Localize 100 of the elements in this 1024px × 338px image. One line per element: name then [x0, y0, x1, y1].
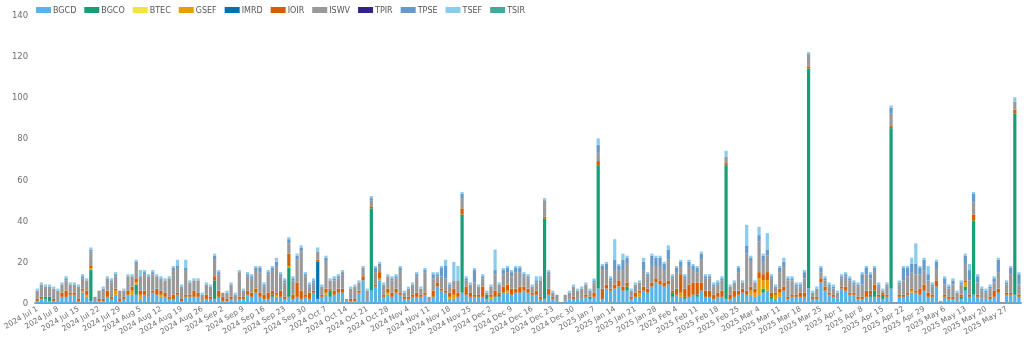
bar: [266, 298, 270, 303]
bar: [369, 200, 373, 207]
bar: [745, 294, 749, 303]
bar: [654, 255, 658, 258]
bar: [967, 280, 972, 295]
bar: [926, 265, 930, 275]
bar: [394, 292, 398, 303]
bar: [910, 263, 914, 273]
bar: [1013, 109, 1017, 114]
bar: [765, 272, 769, 281]
bar: [60, 282, 64, 285]
bar: [971, 294, 976, 303]
bar: [621, 286, 625, 291]
bar: [996, 272, 1000, 289]
bar: [270, 290, 274, 295]
bar: [996, 288, 1000, 293]
bar: [765, 280, 769, 291]
bar: [662, 286, 666, 303]
bar: [460, 191, 464, 194]
bar: [171, 270, 175, 295]
bar: [963, 263, 967, 281]
bar: [881, 298, 885, 303]
bar: [732, 290, 736, 297]
bar: [687, 296, 691, 303]
bar: [831, 296, 835, 303]
bar: [613, 284, 617, 289]
bar: [505, 284, 510, 291]
bar: [852, 292, 856, 295]
bar: [439, 268, 444, 277]
bar: [910, 292, 914, 303]
bar: [596, 165, 600, 289]
bar: [571, 286, 576, 297]
bar: [720, 290, 724, 297]
bar: [250, 292, 254, 297]
bar: [394, 288, 398, 293]
bar: [390, 280, 394, 293]
bar: [373, 284, 378, 287]
bar: [1013, 97, 1017, 102]
bar: [274, 257, 279, 262]
bar: [947, 298, 951, 303]
y-tick-label: 120: [11, 51, 29, 62]
bar: [130, 274, 134, 277]
bar: [328, 290, 332, 297]
bar: [76, 284, 81, 287]
bar: [159, 276, 163, 279]
bar: [571, 298, 576, 303]
bar: [274, 296, 279, 303]
bar: [443, 278, 448, 291]
bar: [146, 296, 151, 303]
bar: [419, 296, 423, 303]
bar: [377, 265, 382, 273]
bar: [538, 276, 543, 281]
bar: [353, 286, 357, 299]
bar: [514, 288, 518, 293]
bar: [64, 290, 68, 297]
bar: [996, 292, 1000, 303]
bar: [299, 298, 303, 303]
bar: [415, 276, 419, 293]
bar: [357, 280, 361, 283]
bar: [864, 268, 868, 275]
bar: [452, 280, 456, 289]
bar: [943, 284, 947, 295]
bar: [476, 296, 481, 303]
bar: [501, 270, 505, 275]
bar: [390, 292, 394, 297]
bar: [679, 292, 683, 297]
bar: [262, 294, 266, 299]
bar: [221, 296, 225, 301]
bar: [489, 298, 493, 303]
bar: [509, 276, 514, 289]
bar: [910, 272, 914, 289]
bar: [208, 298, 213, 303]
bar: [274, 265, 279, 293]
bar: [980, 298, 984, 303]
y-tick-label: 80: [17, 133, 29, 144]
bar: [943, 278, 947, 285]
bar: [674, 294, 679, 303]
bar: [914, 243, 918, 264]
bar: [287, 253, 291, 266]
bar: [596, 144, 600, 153]
bar: [625, 263, 629, 283]
bar: [472, 296, 477, 303]
bar: [918, 274, 922, 289]
bar: [155, 294, 159, 303]
bar: [361, 276, 365, 281]
legend-label: IOIR: [287, 5, 305, 15]
bar: [476, 284, 481, 287]
bar: [992, 296, 996, 303]
bar: [538, 280, 543, 297]
bar: [811, 292, 815, 297]
bar: [196, 278, 200, 281]
bar: [547, 274, 551, 289]
bar: [142, 290, 147, 295]
bar: [720, 296, 724, 303]
bar: [1017, 272, 1021, 275]
bar: [452, 294, 456, 299]
bar: [905, 294, 910, 303]
bar: [192, 296, 196, 303]
bar: [918, 265, 922, 269]
bar: [1017, 284, 1021, 295]
